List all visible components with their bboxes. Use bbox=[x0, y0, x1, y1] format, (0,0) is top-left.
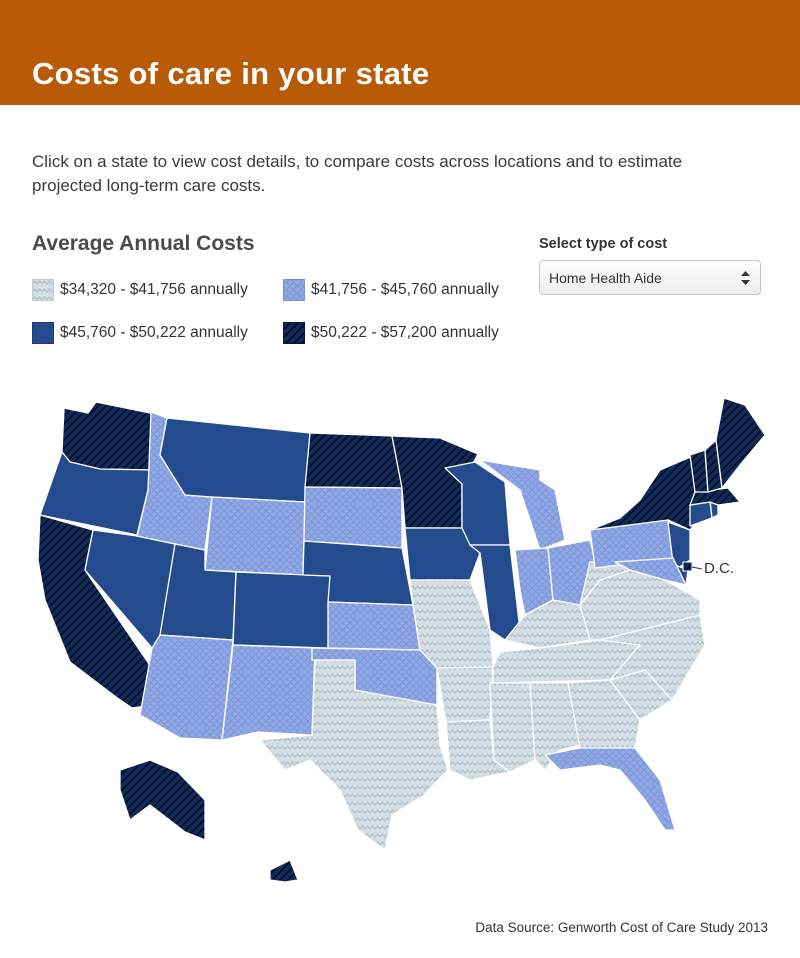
data-source: Data Source: Genworth Cost of Care Study… bbox=[475, 920, 768, 935]
page-header: Costs of care in your state bbox=[0, 0, 800, 105]
legend-item-tier-2: $41,756 - $45,760 annually bbox=[283, 279, 499, 301]
state-wy[interactable] bbox=[204, 496, 306, 576]
legend-swatch-zigzag bbox=[32, 279, 54, 301]
state-me[interactable] bbox=[715, 397, 766, 489]
legend-label: $50,222 - $57,200 annually bbox=[311, 324, 499, 341]
state-mi[interactable] bbox=[479, 459, 566, 551]
dc-label: D.C. bbox=[704, 560, 734, 577]
us-map bbox=[37, 397, 766, 883]
state-fl[interactable] bbox=[544, 747, 676, 831]
state-sd[interactable] bbox=[303, 486, 403, 549]
dc-leader-line bbox=[691, 566, 703, 570]
state-ks[interactable] bbox=[327, 601, 421, 651]
state-az[interactable] bbox=[139, 634, 234, 741]
legend-label: $34,320 - $41,756 annually bbox=[60, 281, 248, 298]
state-co[interactable] bbox=[232, 571, 331, 649]
legend-item-tier-3: $45,760 - $50,222 annually bbox=[32, 322, 248, 344]
state-ny[interactable] bbox=[589, 454, 706, 531]
legend-title: Average Annual Costs bbox=[32, 232, 255, 255]
state-ms[interactable] bbox=[489, 682, 536, 773]
legend-swatch-solid bbox=[32, 322, 54, 344]
page-title: Costs of care in your state bbox=[32, 56, 430, 91]
legend-item-tier-1: $34,320 - $41,756 annually bbox=[32, 279, 248, 301]
cost-type-select[interactable]: Home Health Aide bbox=[539, 260, 761, 295]
state-nd[interactable] bbox=[304, 432, 403, 489]
state-nm[interactable] bbox=[221, 644, 316, 741]
cost-type-value: Home Health Aide bbox=[549, 270, 662, 286]
legend-swatch-crosshatch bbox=[283, 279, 305, 301]
state-mt[interactable] bbox=[159, 417, 311, 503]
legend-item-tier-4: $50,222 - $57,200 annually bbox=[283, 322, 499, 344]
legend-label: $41,756 - $45,760 annually bbox=[311, 281, 499, 298]
state-tx[interactable] bbox=[259, 659, 449, 851]
state-ct[interactable] bbox=[689, 501, 713, 527]
state-hi[interactable] bbox=[269, 859, 299, 883]
legend-swatch-diagonal bbox=[283, 322, 305, 344]
state-ak[interactable] bbox=[119, 759, 206, 841]
select-arrows-icon bbox=[741, 271, 750, 285]
state-md[interactable] bbox=[614, 557, 687, 586]
state-nc[interactable] bbox=[599, 614, 706, 701]
state-ia[interactable] bbox=[404, 527, 481, 581]
state-dc[interactable] bbox=[682, 561, 693, 572]
cost-type-label: Select type of cost bbox=[539, 236, 668, 252]
legend-label: $45,760 - $50,222 annually bbox=[60, 324, 248, 341]
intro-text: Click on a state to view cost details, t… bbox=[32, 152, 683, 195]
state-ar[interactable] bbox=[436, 666, 494, 723]
